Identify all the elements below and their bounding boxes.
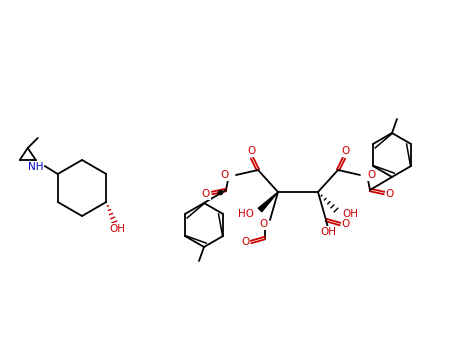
Text: O: O — [202, 189, 210, 199]
Text: OH: OH — [342, 209, 358, 219]
Text: O: O — [341, 146, 349, 156]
Text: OH: OH — [320, 227, 336, 237]
Text: O: O — [241, 237, 249, 247]
Text: HO: HO — [238, 209, 254, 219]
Text: O: O — [342, 219, 350, 229]
Text: O: O — [221, 170, 229, 180]
Text: O: O — [259, 219, 267, 229]
Text: O: O — [247, 146, 255, 156]
Text: OH: OH — [109, 224, 125, 234]
Text: O: O — [386, 189, 394, 199]
Polygon shape — [258, 192, 278, 212]
Text: O: O — [367, 170, 375, 180]
Text: NH: NH — [28, 162, 44, 172]
